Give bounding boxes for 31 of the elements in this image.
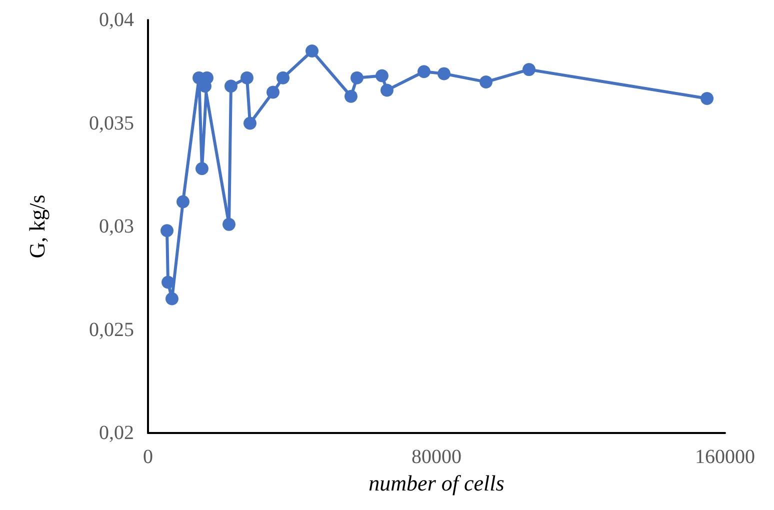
y-tick-label: 0,04 — [99, 9, 134, 31]
x-tick-label: 80000 — [412, 446, 462, 468]
y-tick-label: 0,02 — [99, 422, 134, 444]
point — [165, 292, 178, 306]
point — [380, 84, 394, 97]
y-tick-label: 0,03 — [99, 216, 134, 238]
y-axis-title: G, kg/s — [24, 194, 50, 258]
point — [480, 75, 493, 88]
point — [276, 71, 290, 84]
x-tick-label: 160000 — [695, 446, 755, 468]
y-tick-label: 0,035 — [89, 112, 134, 134]
point — [162, 276, 175, 289]
point — [196, 162, 208, 176]
point — [224, 80, 238, 93]
point — [344, 90, 358, 103]
point — [240, 71, 254, 84]
point — [176, 195, 190, 208]
point — [160, 224, 174, 238]
point — [222, 218, 236, 231]
point — [350, 71, 364, 84]
point — [306, 44, 319, 58]
point — [438, 67, 450, 80]
point — [700, 92, 714, 105]
x-tick-label: 0 — [143, 446, 153, 468]
point — [522, 63, 536, 76]
x-axis-title: number of cells — [368, 470, 504, 496]
point — [418, 65, 430, 78]
point — [244, 116, 256, 130]
point — [266, 86, 280, 99]
point — [375, 69, 388, 82]
y-tick-label: 0,025 — [89, 318, 134, 341]
